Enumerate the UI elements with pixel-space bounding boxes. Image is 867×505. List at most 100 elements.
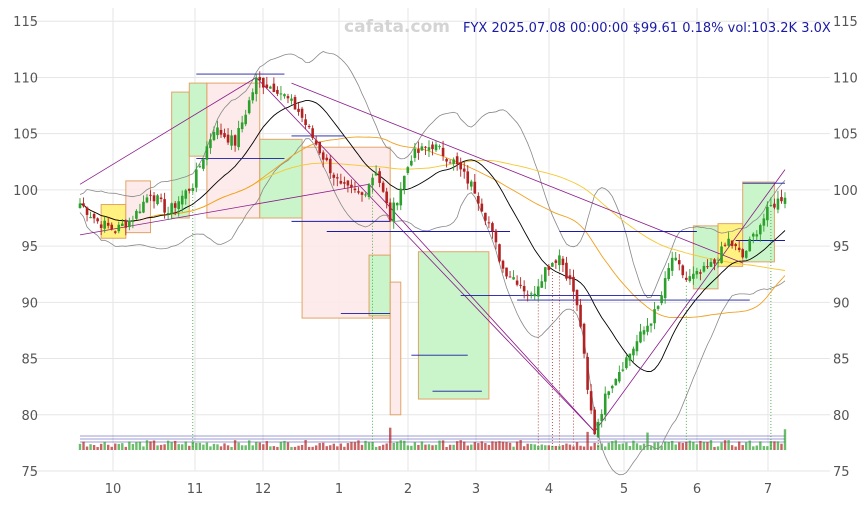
candle-body <box>480 203 484 212</box>
volume-bar <box>508 442 512 450</box>
candle-body <box>572 276 575 292</box>
candle-body <box>92 213 96 219</box>
volume-bar <box>575 442 579 450</box>
volume-bar <box>329 445 332 450</box>
candle-body <box>431 144 434 150</box>
candle-body <box>515 280 519 285</box>
volume-bar <box>723 440 727 450</box>
candle-body <box>254 77 258 95</box>
volume-bar <box>635 443 639 450</box>
candle-body <box>110 224 114 230</box>
volume-bar <box>99 443 103 450</box>
volume-bar <box>138 441 142 450</box>
candle-body <box>653 309 656 324</box>
candle-body <box>149 194 152 196</box>
volume-bar <box>159 444 163 450</box>
volume-bar <box>202 444 205 450</box>
candle-body <box>216 127 219 136</box>
volume-bar <box>611 441 614 450</box>
candle-body <box>360 192 364 195</box>
volume-bar <box>360 444 364 450</box>
volume-bar <box>582 446 586 450</box>
volume-bar <box>314 445 318 450</box>
y-tick-left: 95 <box>21 240 38 255</box>
candle-body <box>173 203 177 208</box>
candle-body <box>755 234 759 237</box>
volume-bar <box>470 444 473 450</box>
volume-bar <box>607 442 610 450</box>
candle-body <box>593 409 596 435</box>
volume-bar <box>649 446 653 450</box>
volume-bar <box>530 443 533 450</box>
candle-body <box>713 259 716 264</box>
candle-body <box>618 372 621 382</box>
x-tick-label: 6 <box>693 482 701 497</box>
price-box <box>206 82 261 219</box>
candle-body <box>381 182 385 192</box>
volume-bar <box>473 442 476 450</box>
candle-body <box>138 211 142 214</box>
candle-body <box>156 195 159 205</box>
candle-body <box>487 222 491 224</box>
volume-bar <box>262 444 265 450</box>
candle-body <box>321 152 325 160</box>
volume-bar <box>269 446 272 450</box>
volume-bar <box>762 446 766 450</box>
volume-bar <box>544 445 547 450</box>
volume-bar <box>445 446 448 450</box>
candle-body <box>413 148 417 158</box>
volume-bar <box>78 443 82 450</box>
volume-bar <box>209 446 212 450</box>
volume-bar <box>283 440 286 450</box>
candle-body <box>251 92 255 101</box>
volume-bar <box>322 442 325 450</box>
candle-body <box>639 331 642 343</box>
price-box <box>417 251 490 400</box>
volume-bar <box>124 446 128 450</box>
symbol: FYX <box>463 21 487 36</box>
volume-bar <box>674 444 677 450</box>
candle-body <box>135 210 138 219</box>
volume-bar <box>135 442 138 450</box>
volume-bar <box>325 446 328 450</box>
candle-body <box>434 144 438 151</box>
candlesticks <box>78 71 787 438</box>
volume-bar <box>173 440 177 450</box>
candle-body <box>586 356 589 390</box>
volume-bar <box>427 444 431 450</box>
candle-body <box>674 257 678 261</box>
volume-bar <box>459 440 462 450</box>
volume-bar <box>248 440 251 450</box>
volume-bar <box>353 442 357 450</box>
candle-body <box>420 146 424 151</box>
candle-body <box>614 378 618 386</box>
volume-bar <box>755 445 758 450</box>
candle-body <box>589 391 593 411</box>
x-tick-label: 11 <box>187 482 204 497</box>
volume-bar <box>498 441 501 450</box>
volume-bar <box>103 441 106 450</box>
volume-bar <box>318 443 321 450</box>
candle-body <box>283 94 286 97</box>
volume-bar <box>702 441 706 450</box>
price-box <box>188 82 208 157</box>
candle-body <box>441 147 445 157</box>
candle-body <box>293 97 297 110</box>
volume-bar <box>381 444 385 450</box>
x-tick-label: 3 <box>472 482 480 497</box>
candle-body <box>600 413 603 422</box>
candle-body <box>466 171 470 184</box>
x-tick-label: 4 <box>545 482 553 497</box>
candle-body <box>240 122 244 130</box>
candle-body <box>131 220 135 222</box>
volume-bar <box>642 443 646 450</box>
candle-body <box>385 191 388 204</box>
candle-body <box>290 98 293 101</box>
volume-bar <box>216 444 219 450</box>
candle-body <box>603 393 607 415</box>
volume-bar <box>692 441 695 450</box>
volume-bar <box>399 440 402 450</box>
candle-body <box>343 182 346 184</box>
candle-body <box>378 171 381 183</box>
volume-bar <box>410 445 413 450</box>
